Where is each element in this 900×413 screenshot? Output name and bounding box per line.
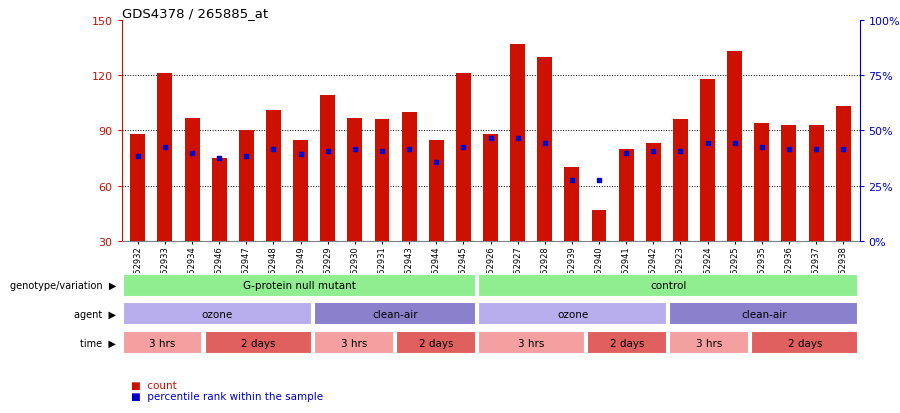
FancyBboxPatch shape bbox=[204, 331, 311, 354]
FancyBboxPatch shape bbox=[670, 302, 859, 325]
Bar bbox=[591, 210, 607, 242]
Bar bbox=[673, 120, 688, 242]
Bar bbox=[537, 57, 553, 242]
Text: agent  ▶: agent ▶ bbox=[74, 309, 116, 319]
Bar bbox=[158, 74, 173, 242]
Point bbox=[483, 135, 498, 142]
Point bbox=[266, 146, 281, 153]
Point bbox=[320, 148, 335, 155]
FancyBboxPatch shape bbox=[314, 302, 476, 325]
Text: 2 days: 2 days bbox=[610, 338, 644, 348]
Text: 3 hrs: 3 hrs bbox=[149, 338, 176, 348]
Bar bbox=[347, 118, 363, 242]
Bar bbox=[700, 80, 715, 242]
FancyBboxPatch shape bbox=[670, 331, 749, 354]
Text: 2 days: 2 days bbox=[788, 338, 822, 348]
Point bbox=[212, 155, 227, 162]
Point bbox=[374, 148, 389, 155]
FancyBboxPatch shape bbox=[396, 331, 476, 354]
FancyBboxPatch shape bbox=[122, 331, 202, 354]
Point bbox=[646, 148, 661, 155]
Point bbox=[700, 141, 715, 147]
Bar bbox=[238, 131, 254, 242]
Point bbox=[809, 146, 824, 153]
Bar bbox=[401, 113, 417, 242]
Bar bbox=[564, 168, 580, 242]
Bar bbox=[510, 45, 525, 242]
Bar bbox=[727, 52, 742, 242]
Bar bbox=[184, 118, 200, 242]
Bar bbox=[808, 126, 824, 242]
Point bbox=[239, 154, 254, 160]
Point bbox=[619, 150, 634, 157]
Text: ■  percentile rank within the sample: ■ percentile rank within the sample bbox=[130, 392, 322, 401]
FancyBboxPatch shape bbox=[122, 302, 311, 325]
Text: time  ▶: time ▶ bbox=[80, 338, 116, 348]
Point bbox=[130, 154, 145, 160]
Bar bbox=[266, 111, 281, 242]
FancyBboxPatch shape bbox=[588, 331, 667, 354]
Point bbox=[510, 135, 525, 142]
Point bbox=[402, 146, 417, 153]
Point bbox=[293, 152, 308, 158]
Bar bbox=[483, 135, 498, 242]
Text: ozone: ozone bbox=[557, 309, 588, 319]
Bar bbox=[754, 124, 770, 242]
Point bbox=[782, 146, 796, 153]
Bar bbox=[293, 140, 308, 242]
Text: clean-air: clean-air bbox=[741, 309, 787, 319]
Bar bbox=[456, 74, 471, 242]
Bar bbox=[646, 144, 661, 242]
Point bbox=[727, 141, 742, 147]
Point bbox=[754, 145, 769, 151]
Point bbox=[537, 141, 552, 147]
Point bbox=[564, 178, 579, 184]
Text: clean-air: clean-air bbox=[372, 309, 418, 319]
Bar bbox=[618, 150, 634, 242]
Bar bbox=[836, 107, 850, 242]
FancyBboxPatch shape bbox=[478, 331, 585, 354]
Text: 3 hrs: 3 hrs bbox=[696, 338, 723, 348]
Point bbox=[592, 178, 607, 184]
Point bbox=[184, 150, 199, 157]
Bar bbox=[428, 140, 444, 242]
FancyBboxPatch shape bbox=[314, 331, 393, 354]
Text: 2 days: 2 days bbox=[241, 338, 275, 348]
Text: 2 days: 2 days bbox=[418, 338, 453, 348]
Point bbox=[429, 159, 444, 166]
Point bbox=[158, 145, 172, 151]
Text: control: control bbox=[650, 281, 687, 291]
Text: genotype/variation  ▶: genotype/variation ▶ bbox=[10, 281, 116, 291]
Text: 3 hrs: 3 hrs bbox=[340, 338, 367, 348]
Point bbox=[456, 145, 471, 151]
FancyBboxPatch shape bbox=[478, 302, 667, 325]
Bar bbox=[781, 126, 797, 242]
Bar bbox=[212, 159, 227, 242]
Text: ■  count: ■ count bbox=[130, 380, 176, 390]
FancyBboxPatch shape bbox=[752, 331, 859, 354]
Bar bbox=[320, 96, 335, 242]
FancyBboxPatch shape bbox=[122, 274, 476, 297]
Bar bbox=[374, 120, 390, 242]
Point bbox=[836, 146, 850, 153]
Text: GDS4378 / 265885_at: GDS4378 / 265885_at bbox=[122, 7, 267, 19]
Text: 3 hrs: 3 hrs bbox=[518, 338, 544, 348]
Point bbox=[673, 148, 688, 155]
Point bbox=[347, 146, 362, 153]
FancyBboxPatch shape bbox=[478, 274, 859, 297]
Text: ozone: ozone bbox=[202, 309, 233, 319]
Bar bbox=[130, 135, 145, 242]
Text: G-protein null mutant: G-protein null mutant bbox=[243, 281, 356, 291]
